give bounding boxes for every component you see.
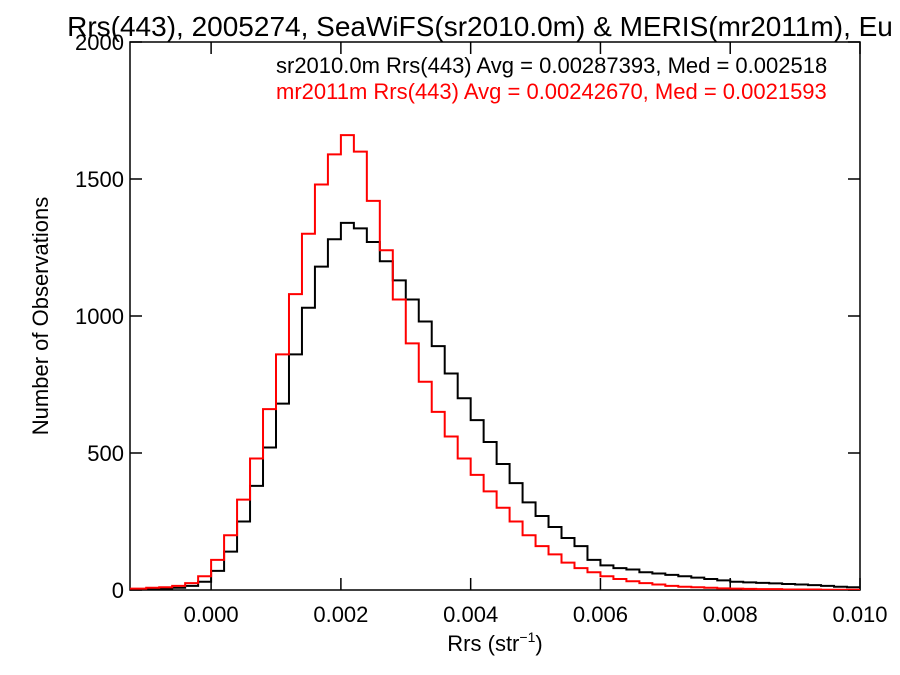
- x-axis-label-suffix: ): [535, 631, 542, 656]
- x-tick-label: 0.000: [184, 602, 239, 627]
- x-tick-label: 0.008: [703, 602, 758, 627]
- series-layer: [130, 134, 860, 590]
- chart-title: Rrs(443), 2005274, SeaWiFS(sr2010.0m) & …: [67, 11, 893, 42]
- y-axis-label: Number of Observations: [28, 197, 53, 435]
- x-axis-label-superscript: −1: [519, 629, 535, 645]
- axis-ticks: [130, 41, 861, 591]
- x-axis-label: Rrs (str−1): [447, 629, 542, 656]
- x-tick-label: 0.004: [443, 602, 498, 627]
- y-tick-label: 1500: [75, 167, 124, 192]
- legend-entry-black: sr2010.0m Rrs(443) Avg = 0.00287393, Med…: [276, 53, 827, 78]
- legend-entry-red: mr2011m Rrs(443) Avg = 0.00242670, Med =…: [276, 79, 827, 104]
- series-line-0: [130, 221, 860, 590]
- x-tick-label: 0.002: [313, 602, 368, 627]
- y-tick-label: 2000: [75, 30, 124, 55]
- y-tick-label: 500: [87, 441, 124, 466]
- y-tick-label: 1000: [75, 304, 124, 329]
- plot-frame: [129, 41, 861, 591]
- series-line-1: [130, 134, 860, 590]
- axis-tick-labels: 0.000 0.002 0.004 0.006 0.008 0.010 0 500 1000 15…: [75, 30, 887, 627]
- x-tick-label: 0.010: [832, 602, 887, 627]
- y-tick-label: 0: [112, 578, 124, 603]
- x-tick-label: 0.006: [573, 602, 628, 627]
